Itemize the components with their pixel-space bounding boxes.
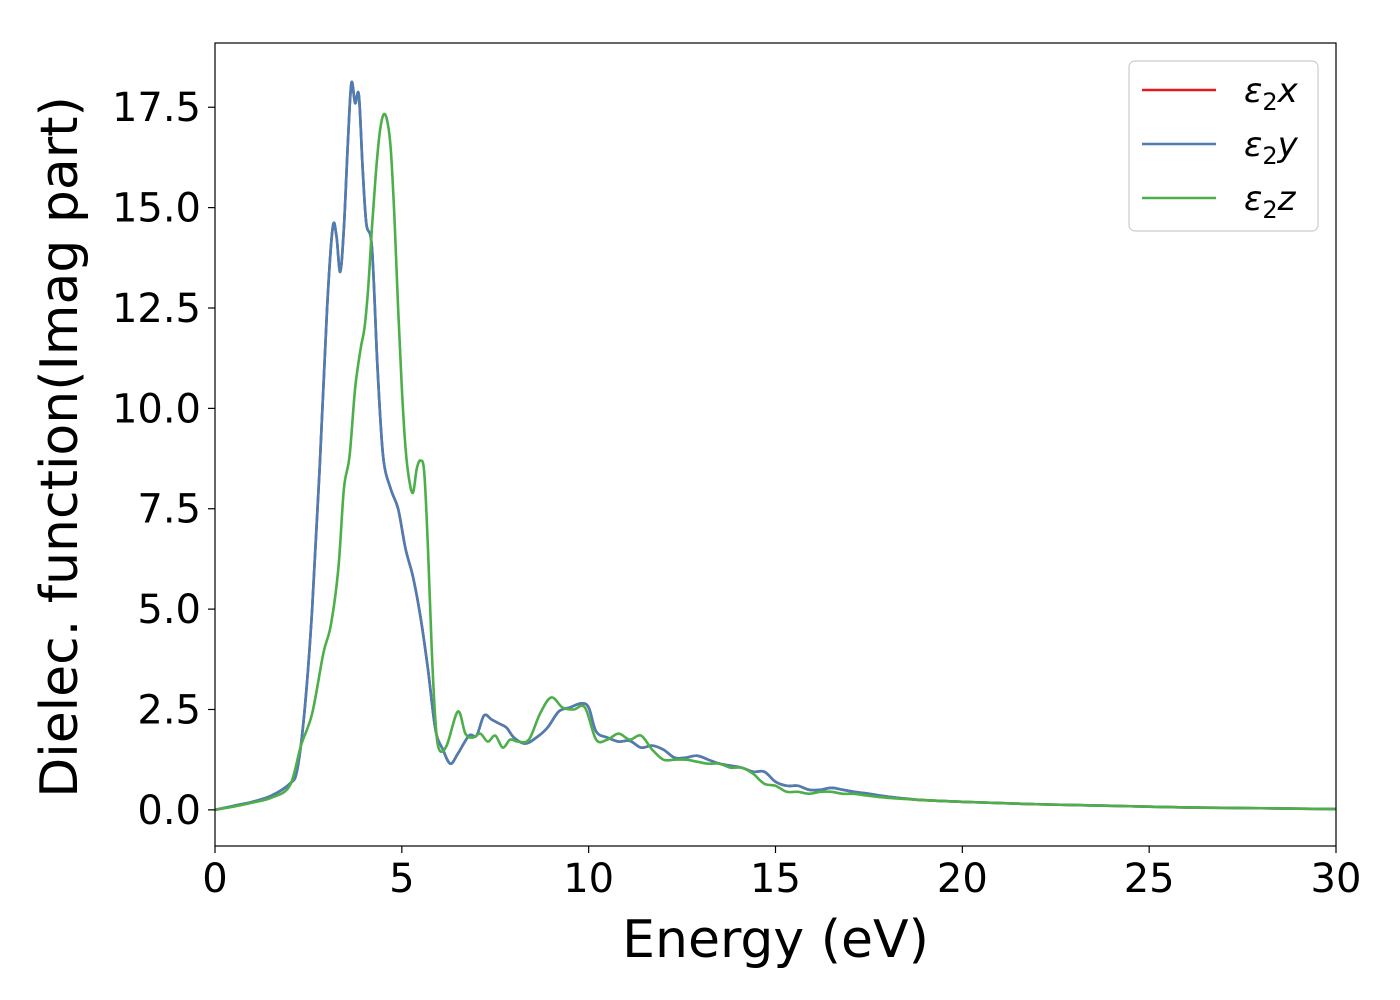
series-layer: [215, 80, 1336, 812]
y-tick-label: 0.0: [137, 788, 201, 834]
series-line-eps2y: [215, 80, 1336, 812]
y-tick-label: 7.5: [137, 487, 201, 533]
series-line-eps2z: [215, 112, 1336, 812]
legend-label-subscript: 2: [1262, 88, 1277, 116]
legend-label-eps2y: ε2y: [1244, 125, 1299, 170]
legend-label-component: z: [1277, 179, 1297, 219]
y-axis-title: Dielec. function(Imag part): [30, 96, 90, 798]
legend-label-symbol: ε: [1244, 71, 1262, 111]
x-tick-label: 5: [389, 856, 414, 902]
x-axis: 0 5 10 15 20 25 30: [202, 846, 1361, 902]
legend-box: [1128, 60, 1319, 232]
x-axis-title: Energy (eV): [622, 910, 929, 970]
y-tick-label: 15.0: [112, 186, 201, 232]
y-tick-label: 12.5: [112, 286, 201, 332]
legend-label-eps2x: ε2x: [1244, 71, 1299, 116]
x-tick-label: 0: [202, 856, 227, 902]
legend-label-component: y: [1277, 125, 1299, 165]
x-tick-label: 20: [937, 856, 988, 902]
legend-label-subscript: 2: [1262, 142, 1277, 170]
x-tick-label: 30: [1311, 856, 1362, 902]
x-tick-label: 15: [750, 856, 801, 902]
y-tick-label: 10.0: [112, 386, 201, 432]
x-tick-label: 25: [1124, 856, 1175, 902]
y-axis: 0.0 2.5 5.0 7.5 10.0 12.5 15.0 17.5: [112, 85, 215, 834]
y-tick-label: 5.0: [137, 587, 201, 633]
y-tick-label: 17.5: [112, 85, 201, 131]
legend-label-symbol: ε: [1244, 179, 1262, 219]
x-tick-label: 10: [563, 856, 614, 902]
legend-label-subscript: 2: [1262, 196, 1277, 224]
y-tick-label: 2.5: [137, 687, 201, 733]
legend-label-component: x: [1277, 71, 1299, 111]
legend-label-symbol: ε: [1244, 125, 1262, 165]
legend-label-eps2z: ε2z: [1244, 179, 1297, 224]
